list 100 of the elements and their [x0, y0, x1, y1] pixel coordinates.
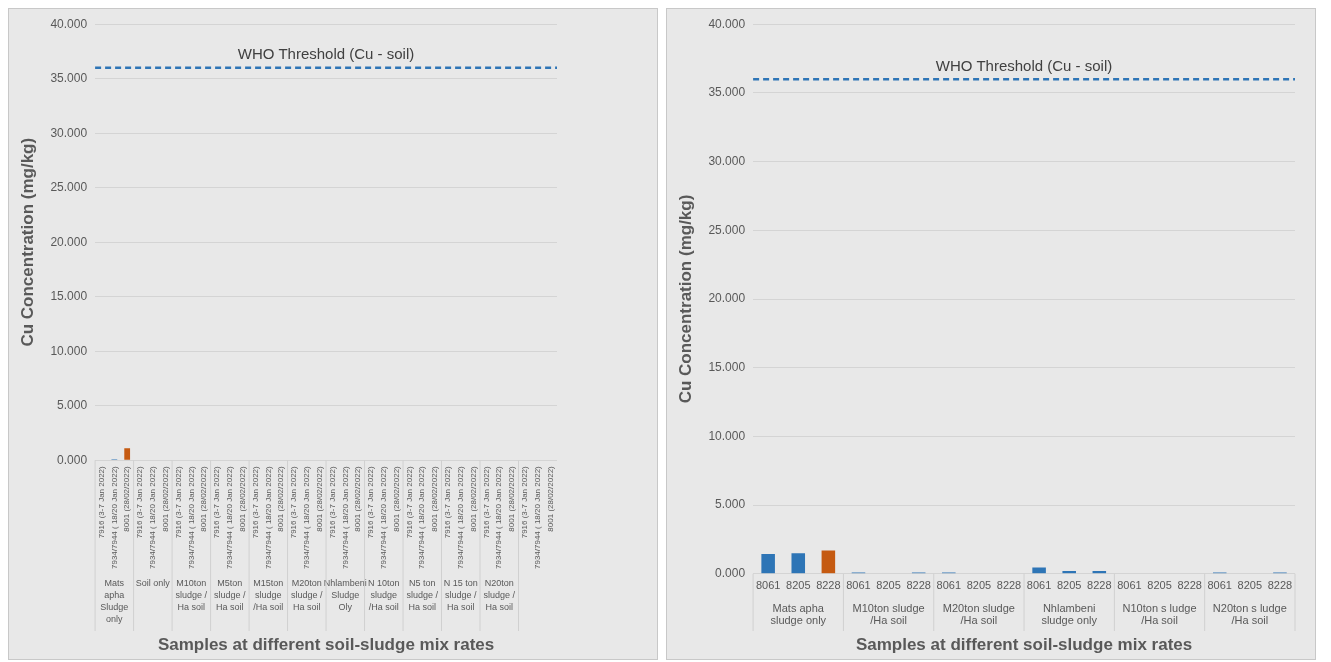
y-tick-label: 10.000 — [708, 428, 746, 443]
x-tick-label: 7934/7944 ( 18/20 Jan 2022) — [225, 465, 235, 569]
x-tick-label: 8205 — [966, 579, 992, 592]
x-tick-label: 7916 (3-7 Jan 2022) — [212, 465, 222, 539]
text: N5 ton sludge / Ha soil — [406, 577, 439, 612]
bar — [761, 553, 775, 574]
y-tick-label: 30.000 — [708, 153, 746, 168]
y-tick-label: 20.000 — [708, 291, 746, 306]
text: Soil only — [135, 577, 171, 588]
text: Mats apha sludge only — [770, 601, 827, 626]
x-tick-label: 7934/7944 ( 18/20 Jan 2022) — [186, 465, 196, 569]
x-tick-label: 8001 (28/02/2022) — [353, 465, 363, 532]
x-tick-label: 8061 — [1117, 579, 1142, 592]
y-tick-label: 20.000 — [50, 234, 88, 249]
y-tick-label: 40.000 — [50, 16, 88, 31]
y-tick-label: 10.000 — [50, 343, 88, 358]
text: N20ton s ludge /Ha soil — [1212, 601, 1287, 626]
x-tick-label: 8001 (28/02/2022) — [122, 465, 132, 532]
x-tick-label: 7934/7944 ( 18/20 Jan 2022) — [532, 465, 542, 569]
bar — [821, 550, 836, 574]
x-tick-label: 8061 — [846, 579, 871, 592]
x-tick-label: 8061 — [755, 579, 781, 592]
x-tick-label: 7934/7944 ( 18/20 Jan 2022) — [302, 465, 312, 569]
x-tick-label: 8205 — [876, 579, 901, 592]
x-tick-label: 7934/7944 ( 18/20 Jan 2022) — [378, 465, 388, 569]
x-tick-label: 7934/7944 ( 18/20 Jan 2022) — [109, 465, 119, 569]
x-tick-label: 7934/7944 ( 18/20 Jan 2022) — [340, 465, 350, 569]
x-tick-label: 8001 (28/02/2022) — [314, 465, 324, 532]
bar — [1062, 571, 1076, 574]
y-tick-label: 35.000 — [50, 71, 88, 86]
y-axis-title: Cu Concentration (mg/kg) — [17, 137, 37, 347]
x-tick-label: 7916 (3-7 Jan 2022) — [289, 465, 299, 539]
ref-line-label: WHO Threshold (Cu - soil) — [935, 56, 1113, 74]
x-tick-label: 8228 — [1267, 579, 1293, 592]
x-axis-title: Samples at different soil-sludge mix rates — [855, 635, 1193, 655]
x-tick-label: 8001 (28/02/2022) — [160, 465, 170, 532]
x-tick-label: 7916 (3-7 Jan 2022) — [135, 465, 145, 539]
x-tick-label: 7916 (3-7 Jan 2022) — [443, 465, 453, 539]
x-tick-label: 8228 — [816, 579, 841, 592]
x-tick-label: 8205 — [786, 579, 811, 592]
x-tick-label: 8228 — [996, 579, 1022, 592]
text: M15ton sludge /Ha soil — [253, 577, 284, 612]
text: M10ton sludge /Ha soil — [852, 601, 925, 626]
x-tick-label: 8001 (28/02/2022) — [545, 465, 555, 532]
text: N 10ton sludge /Ha soil — [368, 577, 400, 612]
x-tick-label: 8001 (28/02/2022) — [430, 465, 440, 532]
text: M20ton sludge /Ha soil — [942, 601, 1015, 626]
text: N 15 ton sludge / Ha soil — [443, 577, 478, 612]
x-axis-title: Samples at different soil-sludge mix rates — [157, 635, 495, 655]
x-tick-label: 8205 — [1056, 579, 1082, 592]
x-tick-label: 7916 (3-7 Jan 2022) — [250, 465, 260, 539]
x-tick-label: 8205 — [1147, 579, 1172, 592]
y-tick-label: 40.000 — [708, 16, 746, 31]
x-tick-label: 8001 (28/02/2022) — [391, 465, 401, 532]
x-tick-label: 8061 — [1207, 579, 1232, 592]
y-tick-label: 0.000 — [715, 566, 746, 581]
x-tick-label: 8001 (28/02/2022) — [507, 465, 517, 532]
x-tick-label: 7916 (3-7 Jan 2022) — [404, 465, 414, 539]
text: M10ton sludge / Ha soil — [175, 577, 208, 612]
x-tick-label: 7934/7944 ( 18/20 Jan 2022) — [417, 465, 427, 569]
bar — [1032, 567, 1046, 574]
x-tick-label: 8061 — [1026, 579, 1052, 592]
text: Nhlambeni sludge only — [1041, 601, 1098, 626]
y-tick-label: 5.000 — [57, 398, 88, 413]
x-tick-label: 8228 — [1177, 579, 1202, 592]
x-tick-label: 7916 (3-7 Jan 2022) — [96, 465, 106, 539]
x-tick-label: 7916 (3-7 Jan 2022) — [173, 465, 183, 539]
x-tick-label: 7934/7944 ( 18/20 Jan 2022) — [148, 465, 158, 569]
bar — [791, 553, 806, 574]
x-tick-label: 7934/7944 ( 18/20 Jan 2022) — [263, 465, 273, 569]
y-axis-title: Cu Concentration (mg/kg) — [675, 194, 695, 404]
x-tick-label: 7916 (3-7 Jan 2022) — [520, 465, 530, 539]
y-tick-label: 15.000 — [708, 360, 746, 375]
y-tick-label: 5.000 — [715, 497, 746, 512]
y-tick-label: 25.000 — [708, 222, 746, 237]
y-tick-label: 30.000 — [50, 125, 88, 140]
text: M5ton sludge / Ha soil — [214, 577, 247, 612]
text: N10ton s ludge /Ha soil — [1122, 601, 1197, 626]
x-tick-label: 7916 (3-7 Jan 2022) — [327, 465, 337, 539]
x-tick-label: 8205 — [1237, 579, 1263, 592]
x-tick-label: 8001 (28/02/2022) — [468, 465, 478, 532]
text: N20ton sludge / Ha soil — [483, 577, 516, 612]
y-tick-label: 0.000 — [57, 452, 88, 467]
x-tick-label: 8228 — [1087, 579, 1112, 592]
ref-line-label: WHO Threshold (Cu - soil) — [237, 45, 415, 63]
x-tick-label: 7934/7944 ( 18/20 Jan 2022) — [494, 465, 504, 569]
text: Nhlambeni Sludge Oly — [323, 577, 367, 612]
y-tick-label: 25.000 — [50, 180, 88, 195]
x-tick-label: 8001 (28/02/2022) — [237, 465, 247, 532]
x-tick-label: 8228 — [906, 579, 931, 592]
y-tick-label: 35.000 — [708, 85, 746, 100]
text: Mats apha Sludge only — [100, 577, 129, 624]
x-tick-label: 7916 (3-7 Jan 2022) — [366, 465, 376, 539]
x-tick-label: 8001 (28/02/2022) — [199, 465, 209, 532]
x-tick-label: 7916 (3-7 Jan 2022) — [481, 465, 491, 539]
x-tick-label: 7934/7944 ( 18/20 Jan 2022) — [455, 465, 465, 569]
y-tick-label: 15.000 — [50, 289, 88, 304]
x-tick-label: 8061 — [936, 579, 962, 592]
text: M20ton sludge / Ha soil — [291, 577, 324, 612]
x-tick-label: 8001 (28/02/2022) — [276, 465, 286, 532]
